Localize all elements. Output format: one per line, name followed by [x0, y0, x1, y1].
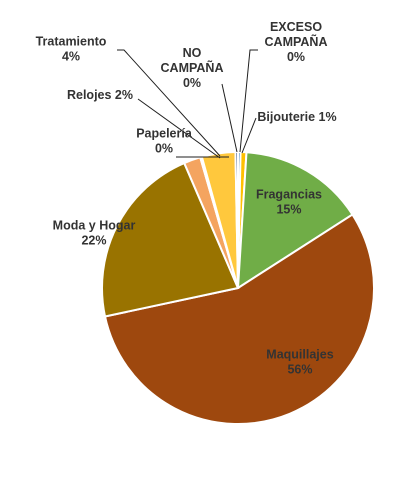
data-label-fragancias: Fragancias 15% [256, 188, 322, 217]
pie-slice-maquillajes [103, 213, 375, 425]
data-label-papeler-a: Papelería 0% [136, 127, 193, 156]
pie-slice-moda-y-hogar [101, 161, 240, 318]
leader-line-bijouterie [241, 117, 257, 154]
leader-line-tratamiento [117, 49, 221, 157]
data-label-tratamiento: Tratamiento 4% [36, 35, 107, 64]
data-label-moda-y-hogar: Moda y Hogar 22% [53, 219, 136, 248]
data-label-bijouterie: Bijouterie 1% [257, 110, 336, 124]
leader-line-exceso-campa-a [239, 49, 258, 153]
leader-line-relojes [137, 98, 221, 159]
data-label-maquillajes: Maquillajes 56% [266, 348, 333, 377]
data-label-no-campa-a: NO CAMPAÑA 0% [161, 46, 224, 90]
pie-slice-fragancias [236, 151, 354, 290]
leader-line-no-campa-a [221, 83, 238, 153]
data-label-relojes: Relojes 2% [67, 88, 133, 102]
data-label-exceso-campa-a: EXCESO CAMPAÑA 0% [265, 20, 328, 64]
